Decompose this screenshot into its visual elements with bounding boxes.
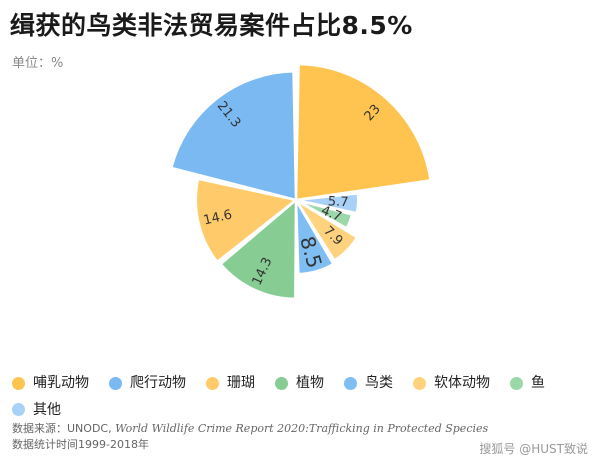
pie-slice <box>294 192 360 215</box>
legend-item: 鸟类 <box>344 371 393 395</box>
data-source: 数据来源：UNODC, World Wildlife Crime Report … <box>12 420 488 436</box>
legend-item: 软体动物 <box>413 371 490 395</box>
watermark: 搜狐号 @HUST致说 <box>479 442 588 456</box>
legend-label: 鸟类 <box>365 375 393 391</box>
legend-item: 植物 <box>275 371 324 395</box>
pie-value-label: 5.7 <box>327 194 348 210</box>
legend-label: 软体动物 <box>434 375 490 391</box>
data-period: 数据统计时间1999-2018年 <box>12 438 149 451</box>
legend-swatch <box>206 376 219 390</box>
legend: 哺乳动物 爬行动物 珊瑚 植物 鸟类 软体动物 鱼其他 <box>12 371 592 424</box>
legend-swatch <box>12 376 25 390</box>
legend-swatch <box>275 376 288 390</box>
source-prefix: 数据来源：UNODC, <box>12 422 116 435</box>
pie-chart: 235.74.77.98.514.314.621.3 <box>170 62 432 301</box>
pie-slices <box>170 62 432 301</box>
legend-item: 鱼 <box>510 371 545 395</box>
legend-item: 哺乳动物 <box>12 371 89 395</box>
pie-slice <box>294 198 354 230</box>
pie-slice <box>194 177 298 264</box>
pie-slice <box>170 70 298 202</box>
pie-value-label: 14.6 <box>202 207 234 228</box>
pie-value-label: 4.7 <box>319 203 344 225</box>
source-report: World Wildlife Crime Report 2020:Traffic… <box>115 422 489 435</box>
legend-label: 其他 <box>33 401 61 418</box>
legend-label: 植物 <box>296 375 324 391</box>
legend-swatch <box>109 376 122 390</box>
legend-item: 珊瑚 <box>206 371 255 395</box>
pie-slice <box>294 62 432 202</box>
legend-swatch <box>344 376 357 390</box>
legend-swatch <box>510 376 523 390</box>
legend-item: 爬行动物 <box>109 371 186 395</box>
legend-label: 爬行动物 <box>130 375 186 391</box>
legend-swatch <box>12 403 25 416</box>
legend-item: 其他 <box>12 398 61 422</box>
pie-slice <box>294 198 359 262</box>
pie-slice <box>294 198 335 276</box>
legend-label: 鱼 <box>531 375 545 391</box>
pie-slice <box>219 198 298 301</box>
legend-label: 珊瑚 <box>227 375 255 391</box>
unit-label: 单位：% <box>12 56 64 71</box>
chart-title: 缉获的鸟类非法贸易案件占比8.5% <box>10 11 413 40</box>
legend-label: 哺乳动物 <box>33 375 89 391</box>
legend-swatch <box>413 376 426 390</box>
